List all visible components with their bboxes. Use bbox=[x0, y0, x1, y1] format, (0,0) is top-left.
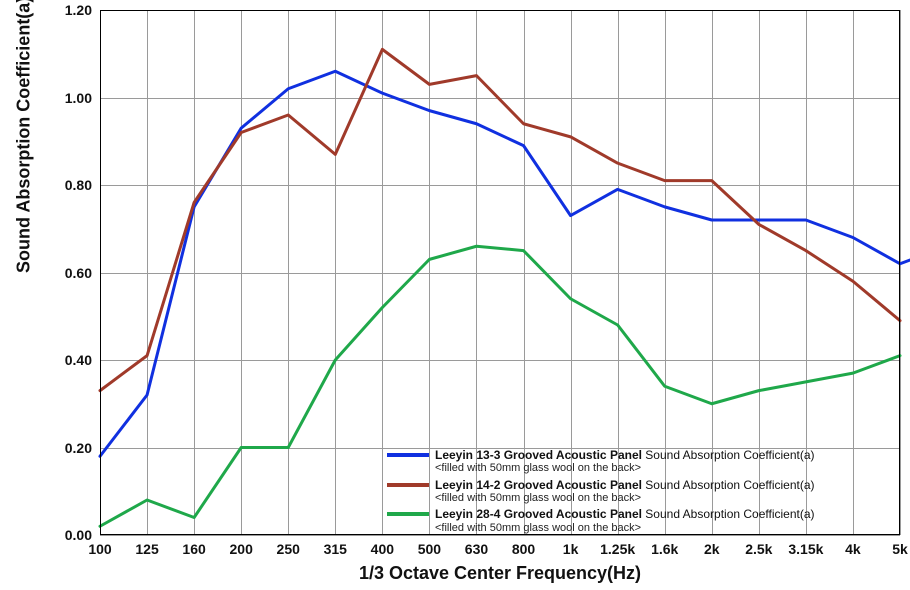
legend-row-s28_4: Leeyin 28-4 Grooved Acoustic Panel Sound… bbox=[387, 507, 815, 535]
legend-swatch bbox=[387, 453, 429, 457]
x-tick-label: 1k bbox=[563, 541, 579, 557]
legend-subtext: <filled with 50mm glass wool on the back… bbox=[435, 522, 815, 535]
x-tick-label: 800 bbox=[512, 541, 535, 557]
legend-text: Leeyin 14-2 Grooved Acoustic Panel Sound… bbox=[435, 478, 815, 506]
x-axis-label: 1/3 Octave Center Frequency(Hz) bbox=[359, 563, 641, 584]
x-tick-label: 5k bbox=[892, 541, 908, 557]
x-tick-label: 200 bbox=[229, 541, 252, 557]
legend: Leeyin 13-3 Grooved Acoustic Panel Sound… bbox=[387, 448, 815, 537]
x-tick-label: 2.5k bbox=[745, 541, 772, 557]
grid-line-v bbox=[900, 10, 901, 535]
y-tick-label: 0.80 bbox=[65, 177, 92, 193]
x-tick-label: 250 bbox=[277, 541, 300, 557]
series-line-s13_3 bbox=[100, 71, 910, 456]
x-tick-label: 400 bbox=[371, 541, 394, 557]
legend-row-s13_3: Leeyin 13-3 Grooved Acoustic Panel Sound… bbox=[387, 448, 815, 476]
x-tick-label: 1.25k bbox=[600, 541, 635, 557]
x-tick-label: 100 bbox=[88, 541, 111, 557]
y-tick-label: 1.00 bbox=[65, 90, 92, 106]
x-tick-label: 2k bbox=[704, 541, 720, 557]
y-axis-label: Sound Absorption Coefficient(a) bbox=[14, 0, 35, 273]
y-tick-label: 0.20 bbox=[65, 440, 92, 456]
legend-swatch bbox=[387, 483, 429, 487]
x-tick-label: 3.15k bbox=[788, 541, 823, 557]
y-tick-label: 0.60 bbox=[65, 265, 92, 281]
legend-swatch bbox=[387, 512, 429, 516]
legend-subtext: <filled with 50mm glass wool on the back… bbox=[435, 492, 815, 505]
x-tick-label: 125 bbox=[135, 541, 158, 557]
y-tick-label: 0.40 bbox=[65, 352, 92, 368]
x-tick-label: 315 bbox=[324, 541, 347, 557]
x-tick-label: 4k bbox=[845, 541, 861, 557]
legend-text: Leeyin 28-4 Grooved Acoustic Panel Sound… bbox=[435, 507, 815, 535]
x-tick-label: 160 bbox=[182, 541, 205, 557]
x-tick-label: 500 bbox=[418, 541, 441, 557]
legend-text: Leeyin 13-3 Grooved Acoustic Panel Sound… bbox=[435, 448, 815, 476]
x-tick-label: 1.6k bbox=[651, 541, 678, 557]
legend-row-s14_2: Leeyin 14-2 Grooved Acoustic Panel Sound… bbox=[387, 478, 815, 506]
y-tick-label: 1.20 bbox=[65, 2, 92, 18]
x-tick-label: 630 bbox=[465, 541, 488, 557]
chart-root: 0.000.200.400.600.801.001.20100125160200… bbox=[0, 0, 910, 590]
legend-subtext: <filled with 50mm glass wool on the back… bbox=[435, 462, 815, 475]
